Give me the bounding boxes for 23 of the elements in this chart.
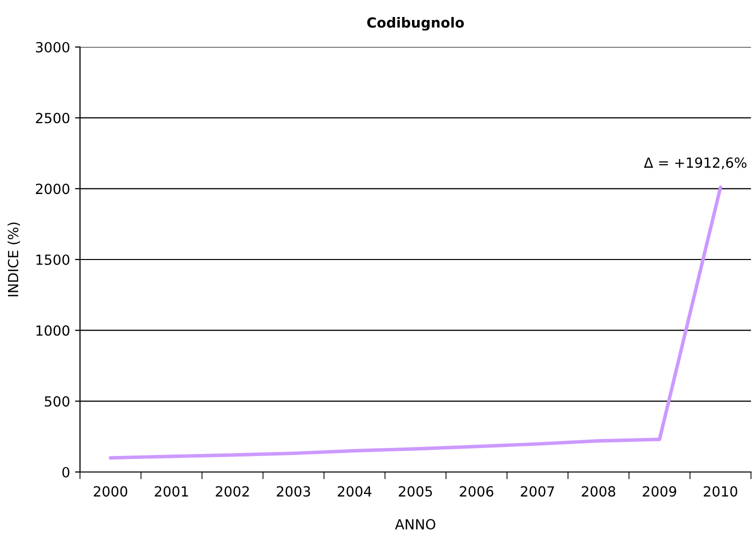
- x-tick-label: 2009: [642, 486, 676, 497]
- x-tick-label: 2006: [460, 486, 494, 497]
- y-tick-label: 0: [62, 466, 70, 478]
- x-axis-title: ANNO: [395, 519, 436, 530]
- y-tick-label: 1500: [36, 254, 70, 265]
- x-tick-label: 2001: [154, 486, 188, 497]
- annotation: Δ = +1912,6%: [644, 157, 746, 170]
- x-tick-label: 2003: [276, 486, 310, 497]
- x-tick-label: 2010: [704, 486, 738, 497]
- y-tick-label: 2000: [36, 184, 70, 194]
- x-tick-label: 2004: [338, 486, 372, 497]
- y-axis-title: INDICE (%): [8, 222, 20, 296]
- x-tick-label: 2008: [582, 486, 616, 497]
- chart-title: Codibugnolo: [367, 17, 464, 31]
- y-tick-label: 1000: [36, 325, 70, 336]
- line-series: [108, 186, 722, 460]
- x-tick-label: 2000: [94, 486, 128, 497]
- x-tick-label: 2005: [398, 486, 432, 497]
- y-tick-label: 500: [44, 396, 70, 407]
- x-tick-label: 2007: [520, 486, 554, 497]
- y-tick-label: 3000: [36, 42, 70, 52]
- y-tick-label: 2500: [36, 112, 70, 124]
- x-tick-label: 2002: [216, 486, 249, 497]
